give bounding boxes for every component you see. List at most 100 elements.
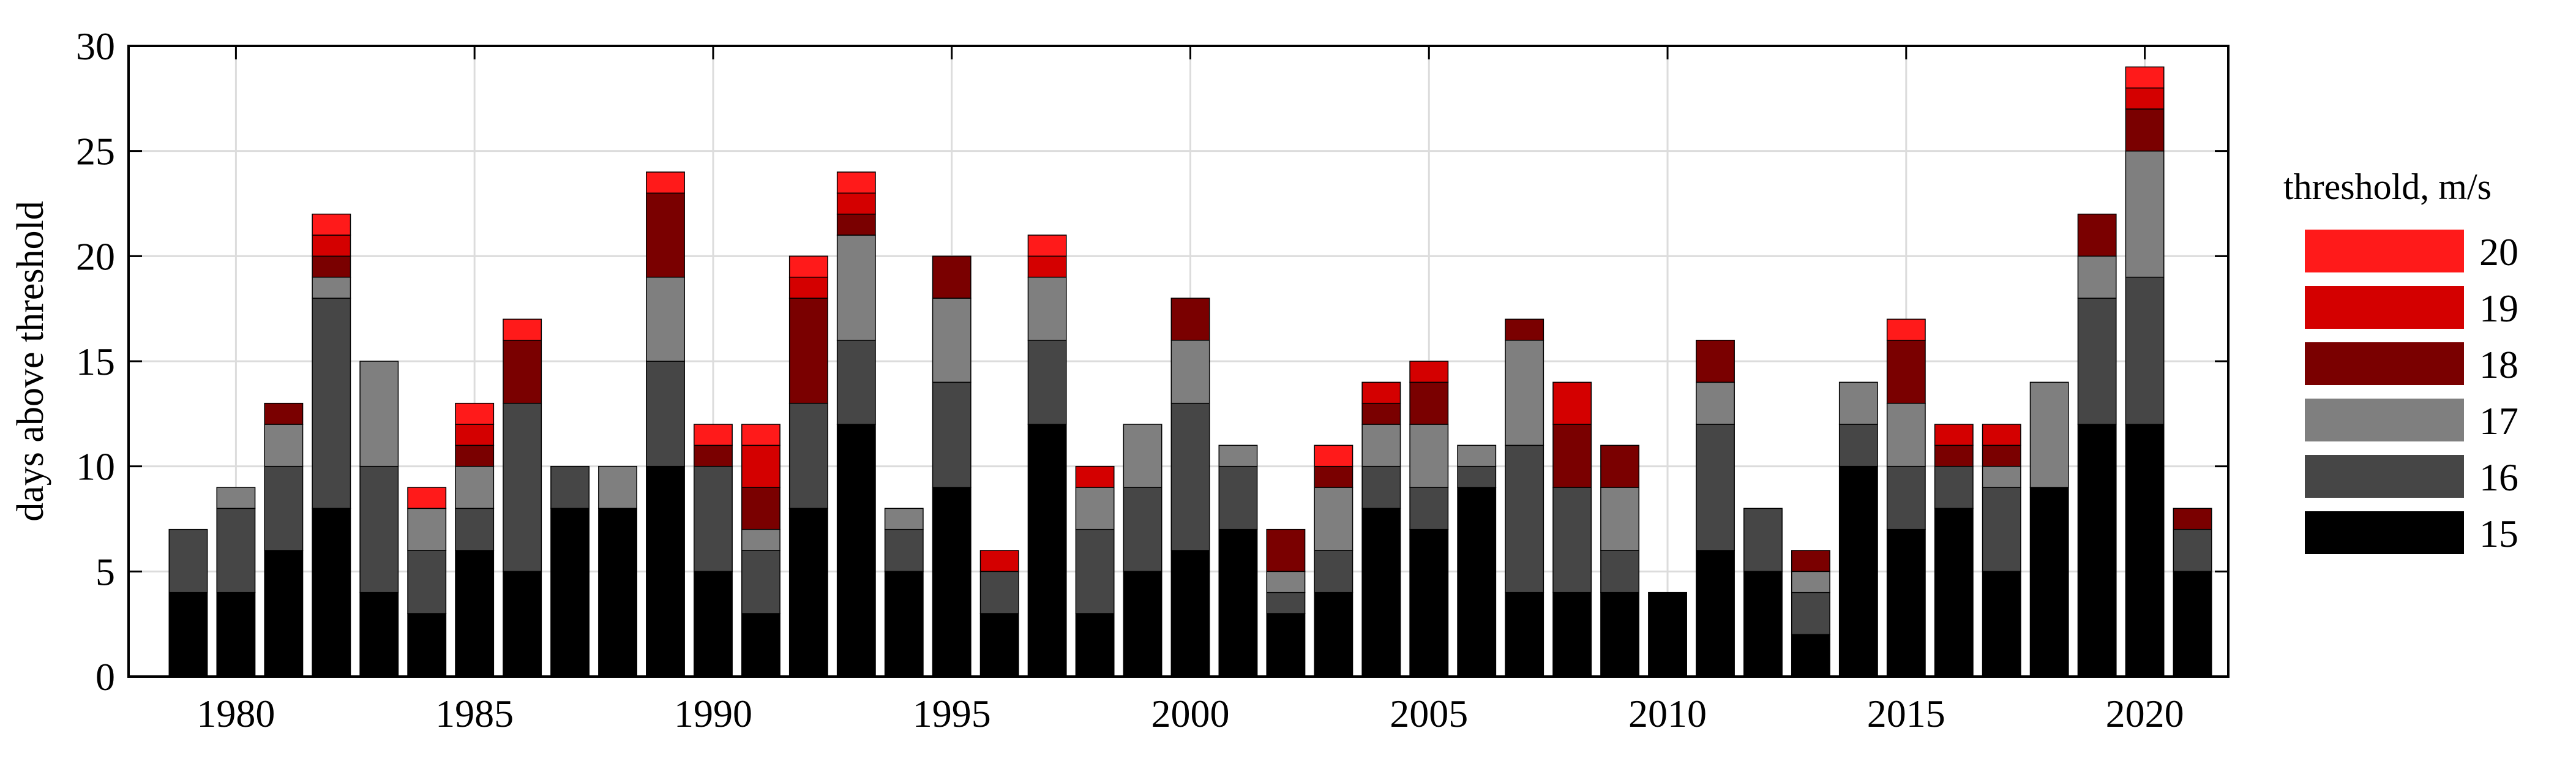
bar-segment [1027, 276, 1067, 341]
bar-segment [216, 591, 256, 677]
bar-segment [1600, 445, 1640, 488]
bar-segment [312, 508, 351, 677]
bar-segment [1361, 381, 1401, 404]
bar-segment [1409, 487, 1449, 530]
bar-segment [2077, 213, 2117, 257]
bar-segment [216, 487, 256, 509]
bar-segment [312, 255, 351, 278]
bar-segment [1027, 339, 1067, 425]
bar-segment [598, 465, 637, 509]
bar-segment [1075, 528, 1115, 614]
bar-segment [1600, 550, 1640, 593]
bar-segment [598, 508, 637, 677]
y-tick-label: 25 [76, 130, 115, 173]
bar-segment [1457, 445, 1497, 467]
bar-segment [932, 487, 972, 677]
bar-segment [1886, 465, 1926, 530]
legend-label: 16 [2479, 456, 2518, 499]
bar-segment [1791, 634, 1830, 677]
bar-segment [1361, 402, 1401, 425]
bar-segment [836, 339, 876, 425]
bar-segment [1505, 339, 1544, 446]
bar-segment [1552, 424, 1592, 488]
x-tick-label: 1980 [197, 692, 275, 735]
x-tick-label: 1995 [913, 692, 991, 735]
bar-segment [694, 424, 733, 446]
bar-segment [1886, 318, 1926, 341]
bar-segment [407, 550, 447, 614]
bar-segment [1027, 235, 1067, 257]
bar-segment [312, 276, 351, 299]
bar-segment [503, 339, 542, 404]
bar-segment [979, 550, 1019, 572]
bar-segment [1982, 487, 2021, 572]
bar-segment [1982, 465, 2021, 488]
bar-segment [2125, 108, 2165, 152]
bar-segment [788, 402, 828, 509]
y-tick-label: 0 [95, 655, 115, 699]
bar-segment [2173, 571, 2212, 677]
bar-segment [312, 213, 351, 236]
bar-segment [264, 424, 304, 467]
bar-segment [884, 571, 924, 677]
legend-label: 20 [2479, 230, 2518, 274]
bar-segment [1314, 487, 1354, 551]
bar-segment [1886, 528, 1926, 677]
bar-segment [646, 276, 685, 362]
bar-segment [646, 192, 685, 278]
bar-segment [1696, 550, 1735, 677]
bar-segment [1743, 571, 1783, 677]
bar-segment [694, 465, 733, 572]
bar-segment [1170, 402, 1210, 551]
bar-segment [1600, 591, 1640, 677]
bar-segment [979, 613, 1019, 677]
bar-segment [884, 528, 924, 572]
bar-segment [1696, 424, 1735, 551]
y-tick-label: 20 [76, 235, 115, 278]
legend-swatch [2305, 230, 2464, 272]
bar-segment [836, 235, 876, 341]
bar-segment [2077, 298, 2117, 425]
bar-segment [264, 465, 304, 551]
bar-segment [1075, 487, 1115, 530]
bar-segment [836, 171, 876, 194]
bar-segment [1505, 591, 1544, 677]
bar-segment [455, 424, 495, 446]
bar-segment [1409, 361, 1449, 383]
bar-segment [1934, 465, 1974, 509]
bar-segment [741, 550, 781, 614]
legend-label: 19 [2479, 287, 2518, 330]
legend-swatch [2305, 342, 2464, 385]
bar-segment [503, 402, 542, 572]
bar-segment [359, 465, 399, 593]
bar-segment [1886, 339, 1926, 404]
bar-segment [1361, 424, 1401, 467]
bar-segment [788, 276, 828, 299]
bar-segment [1552, 591, 1592, 677]
bar-segment [788, 255, 828, 278]
bar-segment [1361, 465, 1401, 509]
legend-label: 17 [2479, 399, 2518, 443]
bar-segment [1409, 528, 1449, 677]
x-tick-label: 2000 [1151, 692, 1229, 735]
x-tick-label: 2010 [1628, 692, 1707, 735]
legend-swatch [2305, 511, 2464, 554]
y-axis-title: days above threshold [10, 201, 51, 521]
bar-segment [836, 213, 876, 236]
bar-segment [1934, 445, 1974, 467]
y-tick-label: 30 [76, 24, 115, 68]
bar-segment [503, 571, 542, 677]
bar-segment [932, 255, 972, 299]
bar-segment [1361, 508, 1401, 677]
bar-segment [741, 445, 781, 488]
bar-segment [455, 550, 495, 677]
bar-segment [1123, 571, 1163, 677]
legend-swatch [2305, 399, 2464, 441]
bar-segment [2125, 66, 2165, 89]
bar-segment [1314, 465, 1354, 488]
bar-segment [2125, 276, 2165, 425]
bar-segment [1743, 508, 1783, 572]
x-tick-label: 2005 [1390, 692, 1468, 735]
bar-segment [836, 192, 876, 215]
